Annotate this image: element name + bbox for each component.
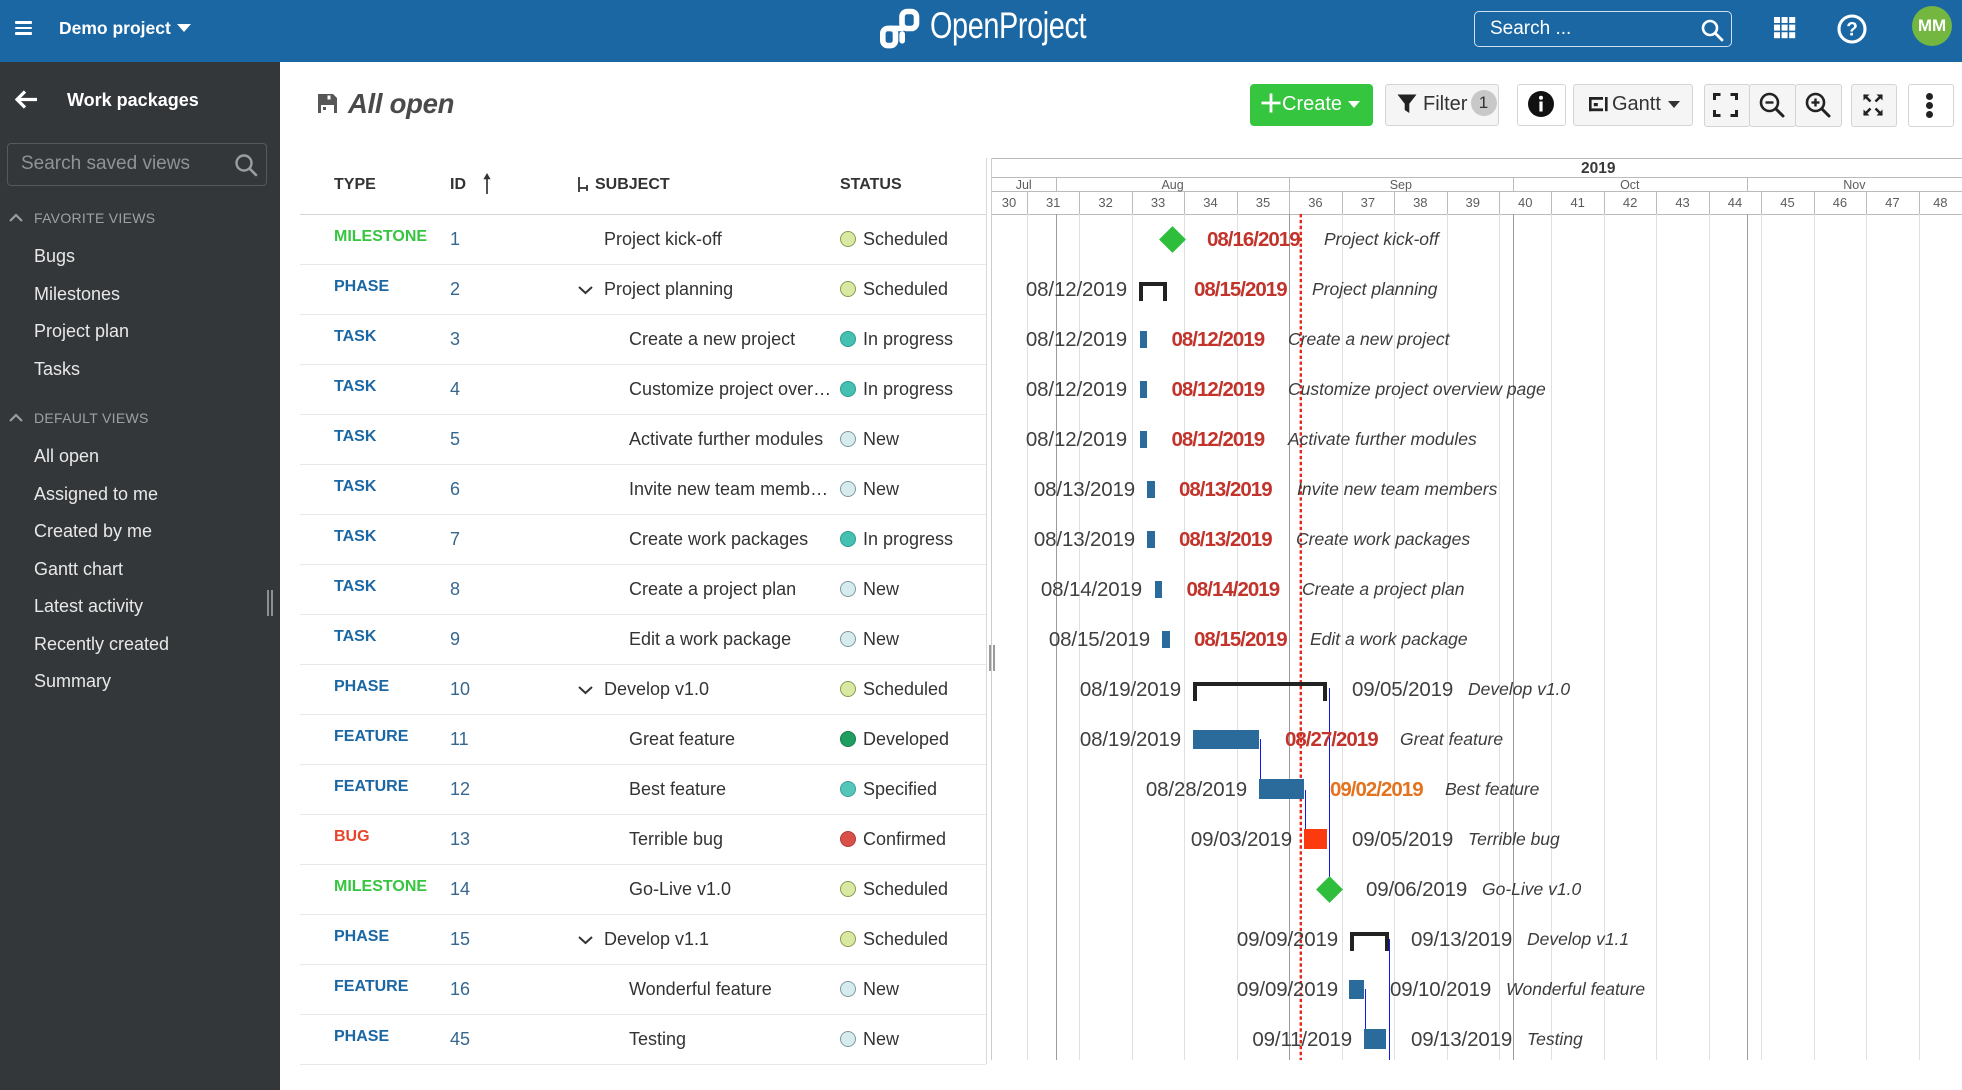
svg-text:?: ? — [1846, 20, 1858, 41]
